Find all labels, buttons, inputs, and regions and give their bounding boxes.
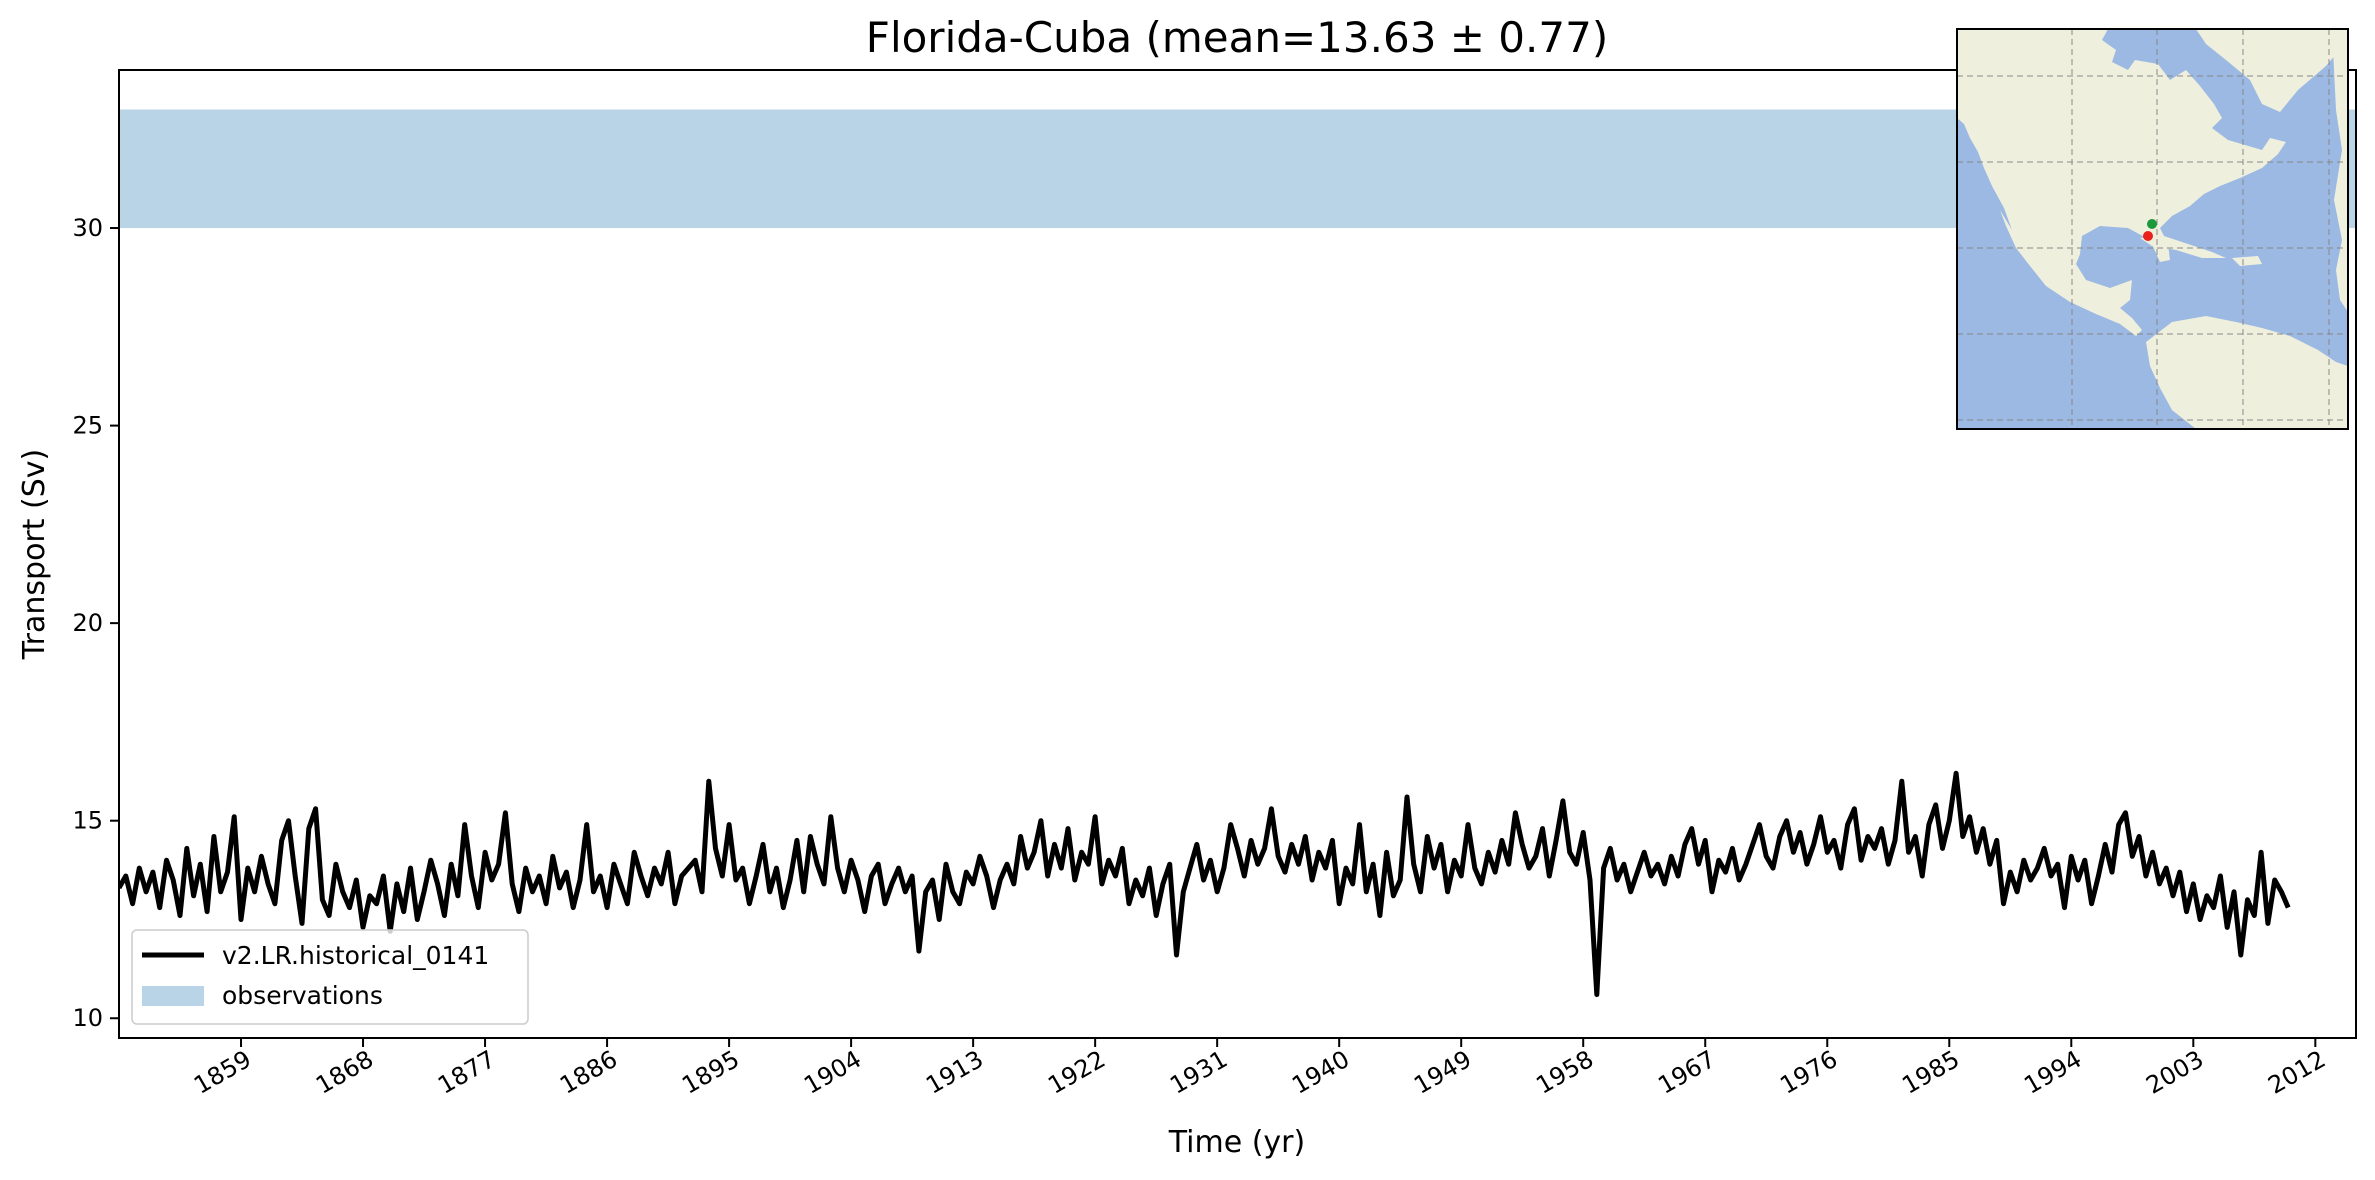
- inset-graticule: [1957, 29, 2348, 429]
- legend-observations-swatch: [142, 986, 204, 1006]
- legend-observations-label: observations: [222, 981, 383, 1010]
- x-axis-label: Time (yr): [1168, 1125, 1305, 1160]
- x-tick-label: 1895: [677, 1045, 744, 1100]
- x-tick-label: 1931: [1165, 1045, 1232, 1100]
- x-tick-label: 1886: [555, 1045, 622, 1100]
- x-tick-label: 1940: [1287, 1045, 1354, 1100]
- x-tick-label: 1994: [2019, 1045, 2086, 1100]
- plot-frame: [118, 69, 2357, 1039]
- chart-title: Florida-Cuba (mean=13.63 ± 0.77): [866, 13, 1608, 62]
- legend-box: [131, 929, 529, 1025]
- x-tick-label: 1949: [1409, 1045, 1476, 1100]
- y-tick-label: 10: [72, 1004, 103, 1032]
- x-axis-ticks: 1859 1868 1877 1886 1895 1904 1913 1922 1931 1940…: [189, 1038, 2330, 1100]
- inset-frame: [1956, 28, 2349, 430]
- inset-land-north-america: [1957, 29, 2286, 336]
- x-tick-label: 2012: [2263, 1045, 2330, 1100]
- inset-land-south-america: [2146, 316, 2348, 429]
- y-axis-ticks: 10 15 20 25 30: [72, 214, 119, 1032]
- inset-land-cuba: [2140, 236, 2226, 258]
- series-line-v2-lr-historical-0141: [119, 770, 2291, 997]
- inset-land-hispaniola: [2232, 256, 2262, 266]
- inset-land-greenland: [2196, 29, 2348, 112]
- x-tick-label: 1985: [1897, 1045, 1964, 1100]
- y-tick-label: 30: [72, 214, 103, 242]
- x-tick-label: 1958: [1531, 1045, 1598, 1100]
- x-tick-label: 1967: [1653, 1045, 1720, 1100]
- x-tick-label: 2003: [2141, 1045, 2208, 1100]
- inset-marker-south: [2143, 231, 2153, 241]
- x-tick-label: 1913: [921, 1045, 988, 1100]
- x-tick-label: 1859: [189, 1045, 256, 1100]
- y-axis-label: Transport (Sv): [17, 449, 52, 661]
- x-tick-label: 1868: [311, 1045, 378, 1100]
- inset-marker-north: [2147, 219, 2157, 229]
- x-tick-label: 1976: [1775, 1045, 1842, 1100]
- x-tick-label: 1877: [433, 1045, 500, 1100]
- y-tick-label: 20: [72, 609, 103, 637]
- y-tick-label: 25: [72, 412, 103, 440]
- y-tick-label: 15: [72, 807, 103, 835]
- x-tick-label: 1904: [799, 1045, 866, 1100]
- inset-map: [1957, 29, 2348, 429]
- inset-land-europe-africa: [2332, 29, 2348, 312]
- legend: v2.LR.historical_0141 observations: [131, 929, 529, 1025]
- x-tick-label: 1922: [1043, 1045, 1110, 1100]
- legend-series-label: v2.LR.historical_0141: [222, 941, 489, 970]
